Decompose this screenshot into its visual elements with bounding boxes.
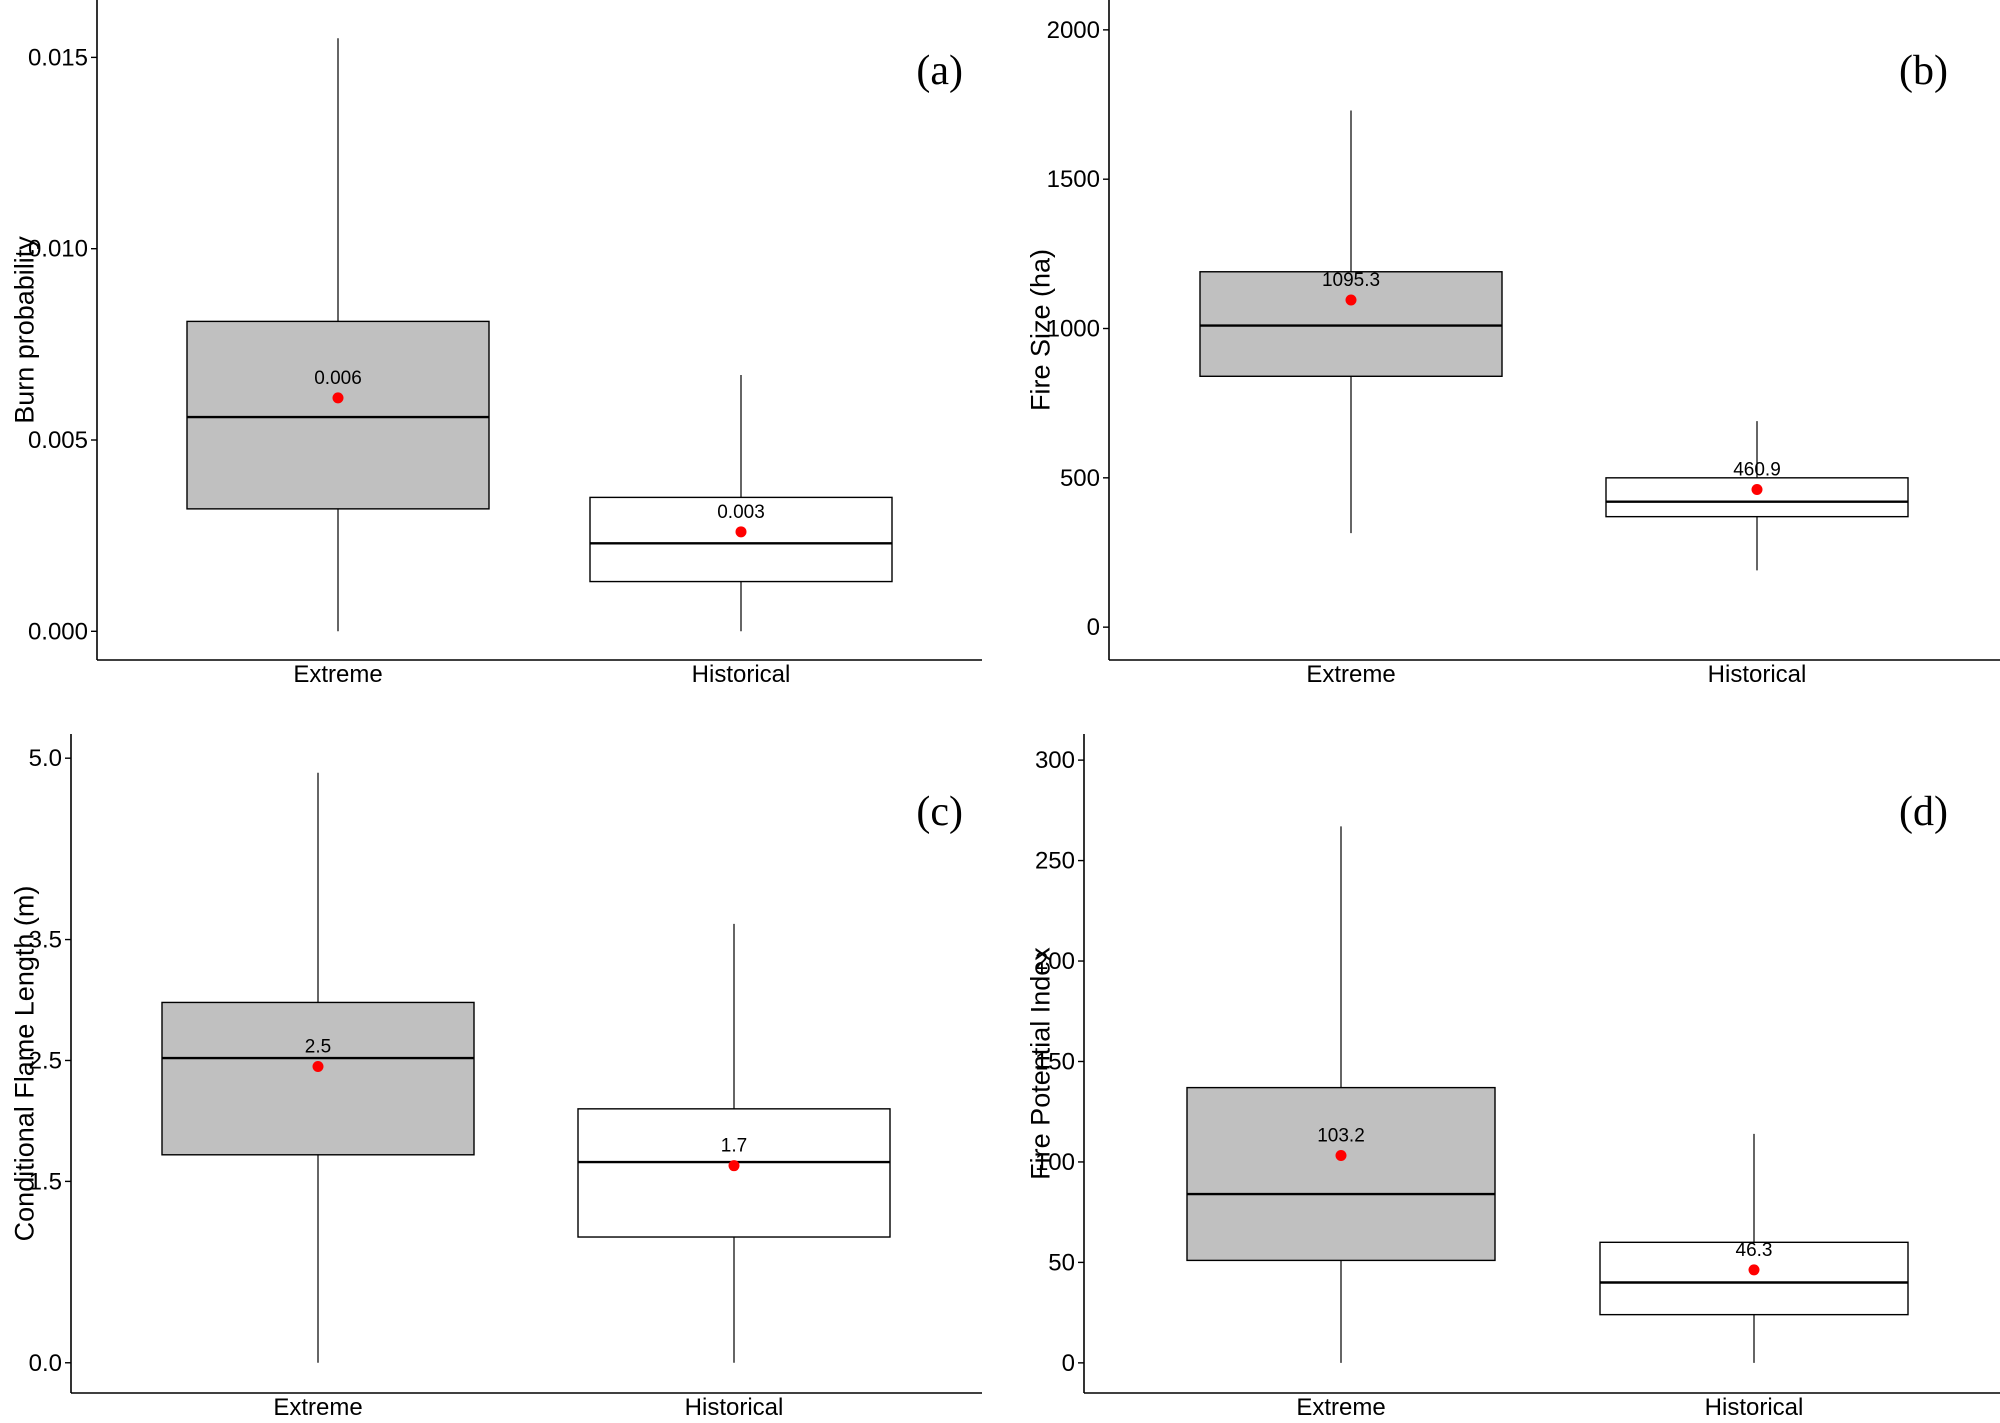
x-category-label: Historical (1708, 661, 1807, 688)
x-category-label: Historical (685, 1394, 784, 1421)
iqr-box (577, 1108, 891, 1238)
y-axis-title: Fire Potential Index (1025, 947, 1055, 1180)
y-tick-label: 2000 (1047, 17, 1100, 44)
box-historical: 0.003 (589, 374, 893, 632)
box-extreme: 1095.3 (1199, 110, 1503, 534)
y-tick-label: 300 (1035, 747, 1075, 774)
box-extreme: 103.2 (1186, 826, 1496, 1363)
y-tick-label: 1500 (1047, 166, 1100, 193)
mean-point (735, 526, 747, 538)
panel-label: (d) (1899, 789, 1948, 835)
mean-label: 460.9 (1733, 460, 1781, 481)
y-tick-label: 5.0 (29, 745, 62, 772)
y-tick-label: 200 (1035, 948, 1075, 975)
x-category-label: Extreme (1296, 1394, 1385, 1421)
y-tick-label: 1000 (1047, 316, 1100, 343)
x-category-label: Historical (1705, 1394, 1804, 1421)
iqr-box (1199, 271, 1503, 377)
y-tick-label: 0.010 (28, 236, 88, 263)
x-category-label: Extreme (1306, 661, 1395, 688)
mean-label: 46.3 (1736, 1240, 1773, 1261)
panel-d: 0 50 100 150 200 250 300 Fire Potential Index (d… (1025, 734, 2000, 1421)
mean-point (1345, 294, 1357, 306)
iqr-box (161, 1001, 475, 1156)
mean-point (1751, 484, 1763, 496)
box-historical: 46.3 (1599, 1133, 1909, 1363)
iqr-box (1186, 1086, 1496, 1262)
x-category-label: Extreme (293, 661, 382, 688)
box-historical: 1.7 (577, 923, 891, 1363)
y-tick-label: 0.005 (28, 427, 88, 454)
box-extreme: 2.5 (161, 772, 475, 1363)
mean-point (728, 1160, 740, 1172)
y-tick-label: 3.5 (29, 927, 62, 954)
box-extreme: 0.006 (186, 38, 490, 632)
panel-label: (c) (916, 789, 963, 835)
panel-c: 0.0 1.5 2.5 3.5 5.0 Conditional Flame Length … (9, 734, 982, 1421)
x-category-label: Historical (692, 661, 791, 688)
y-tick-label: 0.0 (29, 1350, 62, 1377)
y-tick-label: 50 (1048, 1249, 1075, 1276)
iqr-box (186, 320, 490, 510)
mean-point (1748, 1264, 1760, 1276)
y-axis-title: Fire Size (ha) (1025, 249, 1055, 411)
panel-label: (b) (1899, 48, 1948, 94)
panel-a: 0.000 0.005 0.010 0.015 Burn probability (a) 0… (9, 0, 982, 688)
iqr-box (589, 496, 893, 583)
y-tick-label: 0 (1062, 1350, 1075, 1377)
panel-b: 0 500 1000 1500 2000 Fire Size (ha) (b) 1095.3 E… (1025, 0, 2000, 688)
y-tick-label: 150 (1035, 1048, 1075, 1075)
mean-point (1335, 1150, 1347, 1162)
mean-label: 1.7 (721, 1136, 747, 1157)
y-tick-label: 250 (1035, 848, 1075, 875)
y-tick-label: 500 (1060, 465, 1100, 492)
iqr-box (1605, 477, 1909, 518)
mean-point (332, 392, 344, 404)
y-tick-label: 0.000 (28, 618, 88, 645)
mean-label: 0.006 (314, 368, 362, 389)
y-axis-title: Conditional Flame Length (m) (9, 886, 39, 1242)
y-axis-title: Burn probability (9, 236, 39, 424)
mean-point (312, 1061, 324, 1073)
y-tick-label: 0 (1087, 614, 1100, 641)
box-historical: 460.9 (1605, 421, 1909, 571)
y-tick-label: 1.5 (29, 1168, 62, 1195)
y-tick-label: 100 (1035, 1149, 1075, 1176)
x-category-label: Extreme (273, 1394, 362, 1421)
y-tick-label: 2.5 (29, 1047, 62, 1074)
y-tick-label: 0.015 (28, 44, 88, 71)
mean-label: 103.2 (1317, 1126, 1365, 1147)
mean-label: 0.003 (717, 502, 765, 523)
mean-label: 1095.3 (1322, 270, 1380, 291)
mean-label: 2.5 (305, 1037, 331, 1058)
panel-label: (a) (916, 48, 963, 94)
iqr-box (1599, 1241, 1909, 1316)
